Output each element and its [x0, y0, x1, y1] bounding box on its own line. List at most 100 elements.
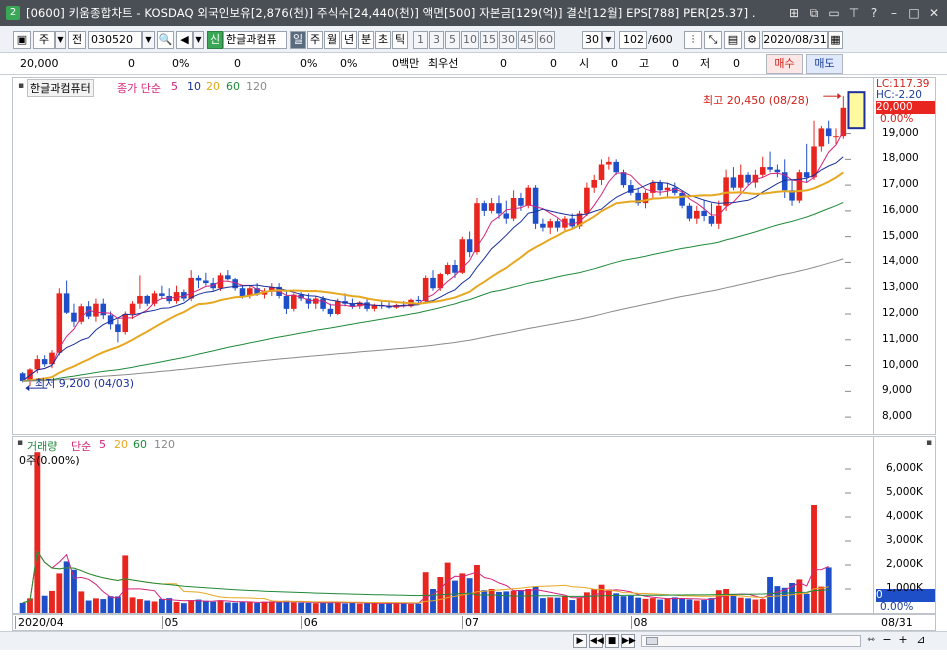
zoom-out-icon[interactable]: − [882, 633, 892, 646]
volume-bar [224, 602, 231, 613]
count-input[interactable]: 102 [619, 31, 647, 49]
zoom-slider-track[interactable] [641, 635, 861, 647]
scroll-right-icon[interactable]: ▶ [573, 634, 587, 648]
draw-icon[interactable]: ⤡ [704, 31, 722, 49]
layout-icon[interactable]: ▣ [13, 31, 31, 49]
volume-bar [19, 602, 26, 613]
scroll-back-icon[interactable]: ◀◀ [589, 634, 604, 648]
interval-3-button[interactable]: 년 [341, 31, 357, 49]
volume-bar [613, 593, 620, 613]
interval-6-button[interactable]: 틱 [392, 31, 408, 49]
prev-button[interactable]: 전 [68, 31, 86, 49]
ma60-line [22, 201, 844, 382]
candle-type-icon[interactable]: ⫶ [684, 31, 702, 49]
minute-30-button[interactable]: 30 [499, 31, 517, 49]
volume-bar [400, 603, 407, 613]
zoom-slider-thumb[interactable] [646, 637, 658, 645]
minute-45-button[interactable]: 45 [518, 31, 536, 49]
volume-bar [561, 595, 568, 613]
candle-body [63, 293, 70, 313]
minute-1-button[interactable]: 1 [413, 31, 428, 49]
scroll-forward-icon[interactable]: ▶▶ [621, 634, 636, 648]
candle-body [796, 172, 803, 201]
close-icon[interactable]: ✕ [928, 6, 940, 20]
chart-scrollbar[interactable]: ▶ ◀◀ ■ ▶▶ ⇿ − + ⊿ [0, 631, 947, 650]
minute-dropdown-icon[interactable]: ▼ [602, 31, 615, 49]
zoom-in-icon[interactable]: + [898, 633, 908, 646]
candle-body [203, 280, 209, 284]
settings-gear-icon[interactable]: ⚙ [744, 31, 760, 49]
interval-0-button[interactable]: 일 [290, 31, 306, 49]
date-input[interactable]: 2020/08/31 [762, 31, 828, 49]
volume-bar [122, 555, 129, 613]
copy-icon[interactable]: ⧉ [809, 6, 819, 20]
price-chart[interactable] [13, 78, 874, 435]
best-label: 최우선 [428, 57, 459, 70]
price-chart-panel[interactable]: ▪ 한글과컴퓨터 종가 단순 5 10 20 60 120 최고 20,450 … [12, 77, 874, 435]
minute-value[interactable]: 30 [582, 31, 602, 49]
candle-body [730, 177, 737, 188]
volume-panel-menu-icon[interactable]: ▪ [17, 438, 24, 448]
candle-body [496, 203, 502, 214]
candle-body [107, 315, 114, 325]
code-dropdown-icon[interactable]: ▼ [142, 31, 155, 49]
save-chart-icon[interactable]: ▤ [724, 31, 742, 49]
volume-bar [811, 505, 817, 613]
minute-3-button[interactable]: 3 [429, 31, 444, 49]
volume-bar [583, 592, 590, 613]
volume-ma120-label: 120 [154, 438, 175, 451]
speaker-icon[interactable]: ◀ [176, 31, 193, 49]
candle-body [642, 192, 649, 204]
volume-bar [503, 591, 510, 613]
interval-4-button[interactable]: 분 [358, 31, 374, 49]
volume-bar [605, 589, 612, 613]
pin-icon[interactable]: ⊤ [848, 6, 860, 20]
period-select[interactable]: 주 [33, 31, 55, 49]
volume-bar [217, 600, 224, 613]
candle-body [49, 352, 55, 365]
volume-chart[interactable] [13, 437, 874, 614]
interval-1-button[interactable]: 주 [307, 31, 323, 49]
code-input[interactable]: 030520 [88, 31, 142, 49]
volume-bar [591, 589, 598, 613]
search-icon[interactable]: 🔍 [157, 31, 174, 49]
speaker-dropdown-icon[interactable]: ▼ [193, 31, 204, 49]
scroll-stop-icon[interactable]: ■ [605, 634, 619, 648]
calendar-icon[interactable]: ▦ [828, 31, 843, 49]
maximize-icon[interactable]: □ [908, 6, 920, 20]
volume-bar [635, 597, 642, 613]
volume-bar [576, 598, 583, 613]
interval-2-button[interactable]: 월 [324, 31, 340, 49]
candle-body [269, 286, 275, 291]
quote-amount: 0백만 [392, 57, 420, 70]
volume-bar [481, 590, 488, 613]
app-icon: 2 [6, 6, 20, 20]
window-controls: ⊞ ⧉ ▭ ⊤ ? – □ ✕ [785, 4, 943, 22]
minute-5-button[interactable]: 5 [445, 31, 460, 49]
volume-bar [298, 602, 305, 613]
high-arrow-head [837, 93, 842, 100]
candle-body [217, 275, 224, 289]
volume-tick-label: 2,000K [886, 558, 923, 570]
panel-menu-icon[interactable]: ▪ [18, 81, 25, 91]
sell-button[interactable]: 매도 [806, 54, 843, 74]
minute-10-button[interactable]: 10 [461, 31, 479, 49]
volume-chart-panel[interactable]: ▪ 거래량 단순 5 20 60 120 0주(0.00%) [12, 436, 874, 614]
link-icon[interactable]: ⊞ [788, 6, 800, 20]
resize-icon[interactable]: ⊿ [916, 633, 926, 646]
minute-15-button[interactable]: 15 [480, 31, 498, 49]
volume-bar [488, 589, 495, 613]
candle-body [532, 187, 539, 224]
save-icon[interactable]: ▭ [828, 6, 840, 20]
minimize-icon[interactable]: – [891, 6, 897, 20]
best-value: 0 [500, 57, 507, 70]
chevron-down-icon[interactable]: ▼ [55, 31, 66, 49]
volume-bar [56, 573, 63, 613]
buy-button[interactable]: 매수 [766, 54, 803, 74]
minute-60-button[interactable]: 60 [537, 31, 555, 49]
zoom-icon[interactable]: ⇿ [867, 635, 875, 645]
help-icon[interactable]: ? [870, 6, 878, 20]
volume-bar [723, 589, 730, 613]
interval-5-button[interactable]: 초 [375, 31, 391, 49]
panel-collapse-icon[interactable]: ▪ [926, 438, 933, 448]
